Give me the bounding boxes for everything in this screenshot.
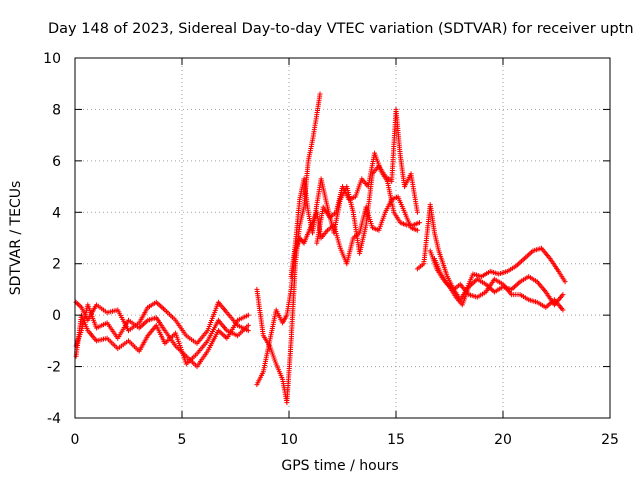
data-point — [414, 209, 420, 215]
x-tick-label: 5 — [178, 432, 187, 448]
data-point — [560, 292, 566, 298]
series-track-f — [288, 106, 420, 280]
y-axis-label: SDTVAR / TECUs — [8, 181, 24, 296]
x-tick-label: 10 — [280, 432, 298, 448]
axis-ticks: 0 5 10 15 20 25 -4 -2 0 2 4 6 8 10 — [43, 51, 619, 448]
data-point — [417, 220, 422, 226]
y-tick-label: -4 — [47, 411, 61, 427]
y-tick-label: 8 — [52, 102, 61, 118]
series-track-d — [254, 91, 323, 406]
y-tick-label: 0 — [52, 308, 61, 324]
series-track-c — [73, 312, 251, 367]
series-track-g — [314, 150, 422, 246]
y-tick-label: 2 — [52, 257, 61, 273]
data-point — [245, 312, 251, 318]
data-point — [317, 91, 323, 97]
series-track-i — [427, 248, 566, 308]
x-tick-label: 25 — [601, 432, 619, 448]
series-track-e — [254, 194, 420, 388]
data-point — [245, 328, 251, 334]
chart-title: Day 148 of 2023, Sidereal Day-to-day VTE… — [48, 21, 634, 37]
data-point — [560, 307, 566, 313]
y-tick-label: -2 — [47, 360, 61, 376]
data-points — [73, 91, 568, 406]
data-point — [245, 322, 251, 328]
x-tick-label: 0 — [71, 432, 80, 448]
y-tick-label: 10 — [43, 51, 61, 67]
x-axis-label: GPS time / hours — [281, 458, 398, 474]
series-track-h — [414, 202, 568, 303]
data-point — [562, 279, 568, 285]
x-tick-label: 20 — [494, 432, 512, 448]
series-track-j — [432, 256, 566, 313]
y-tick-label: 4 — [52, 205, 61, 221]
series-track-a — [73, 299, 251, 346]
x-tick-label: 15 — [387, 432, 405, 448]
grid-lines — [75, 58, 610, 418]
data-point — [414, 227, 420, 233]
y-tick-label: 6 — [52, 154, 61, 170]
plot-frame — [74, 57, 611, 419]
